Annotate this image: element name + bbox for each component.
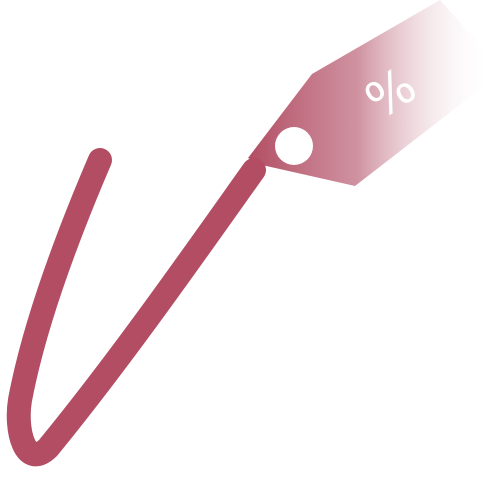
- price-tag-hole: [275, 127, 313, 165]
- checkmark-icon: [6, 148, 266, 467]
- price-tag-icon: %: [248, 0, 492, 186]
